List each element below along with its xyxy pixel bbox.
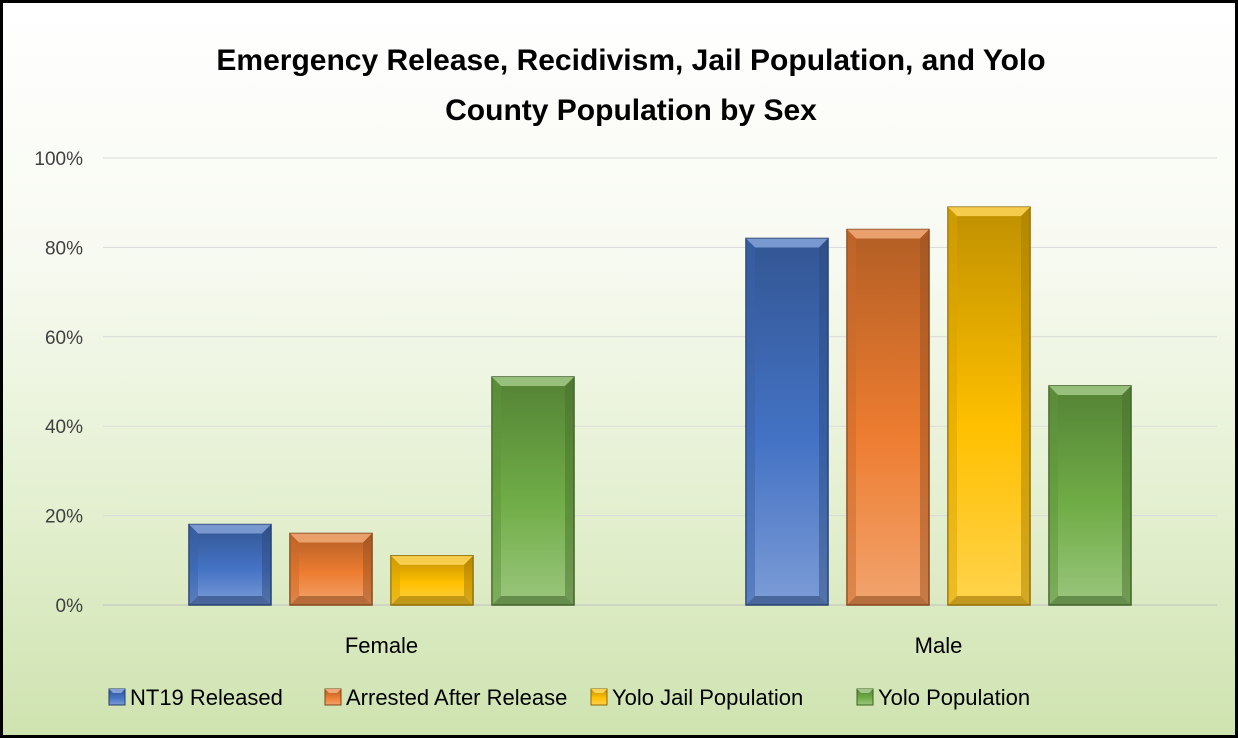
- y-tick-label: 60%: [45, 328, 83, 349]
- y-tick-label: 0%: [56, 596, 84, 617]
- legend-label: Arrested After Release: [346, 685, 567, 710]
- legend-item: Arrested After Release: [324, 685, 567, 710]
- x-category-label: Male: [915, 633, 963, 658]
- gridlines: [103, 157, 1217, 606]
- bar: [745, 237, 829, 606]
- bar: [491, 376, 575, 606]
- x-axis-categories: Female Male: [345, 633, 963, 658]
- legend-label: Yolo Population: [878, 685, 1030, 710]
- bar: [289, 532, 373, 606]
- legend-item: Yolo Population: [856, 685, 1030, 710]
- y-tick-label: 40%: [45, 417, 83, 438]
- y-axis-ticks: 0% 20% 40% 60% 80% 100%: [34, 149, 83, 617]
- legend-label: NT19 Released: [130, 685, 283, 710]
- y-tick-label: 20%: [45, 507, 83, 528]
- bar: [390, 555, 474, 606]
- bar: [846, 228, 930, 606]
- legend-item: Yolo Jail Population: [590, 685, 803, 710]
- bar: [188, 523, 272, 606]
- legend-label: Yolo Jail Population: [612, 685, 803, 710]
- bar: [1048, 385, 1132, 606]
- chart-svg: Emergency Release, Recidivism, Jail Popu…: [34, 44, 1217, 710]
- bars: [188, 206, 1132, 606]
- y-tick-label: 100%: [34, 149, 83, 170]
- x-category-label: Female: [345, 633, 418, 658]
- legend-item: NT19 Released: [108, 685, 283, 710]
- chart-title-line-2: County Population by Sex: [445, 94, 817, 127]
- bar: [947, 206, 1031, 606]
- y-tick-label: 80%: [45, 238, 83, 259]
- chart-title-line-1: Emergency Release, Recidivism, Jail Popu…: [216, 44, 1045, 77]
- legend: NT19 Released Arrested After Release Yolo …: [108, 685, 1030, 710]
